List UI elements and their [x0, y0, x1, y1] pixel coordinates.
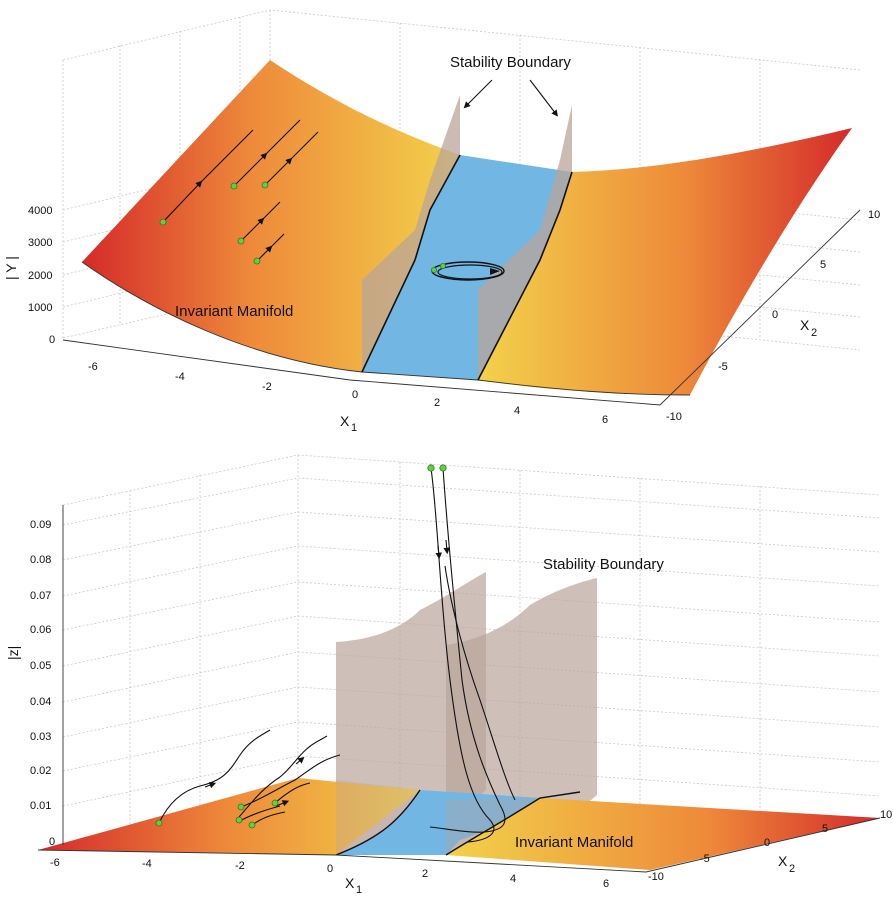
bottom-z-tick: 0.03	[30, 731, 51, 743]
top-boundary-wall-left	[362, 95, 460, 372]
top-panel: Stability Boundary Invariant Manifold 40…	[3, 9, 880, 434]
bottom-z-tick: 0.05	[30, 660, 51, 672]
top-x2-tick: 0	[772, 309, 778, 321]
top-x1-tick: -2	[262, 381, 272, 393]
bottom-x2-axis: 10 5 0 -5 -10 X 2	[648, 809, 892, 883]
top-x1-tick: 4	[514, 405, 520, 417]
bottom-boundary-wall-right	[446, 578, 597, 855]
top-annotation-arrow-right	[529, 79, 559, 117]
bottom-z-label: |z|	[5, 646, 21, 660]
bottom-x1-label: X	[345, 875, 355, 891]
top-z-tick: 4000	[28, 205, 52, 217]
bottom-panel: Stability Boundary Invariant Manifold 0.…	[5, 454, 892, 896]
top-z-tick: 2000	[28, 270, 52, 282]
bottom-x2-label: X	[778, 853, 788, 869]
bottom-x1-tick: -4	[142, 858, 152, 870]
bottom-x1-tick: -2	[235, 860, 245, 872]
top-z-label: | Y |	[3, 256, 19, 280]
top-x1-subscript: 1	[351, 422, 357, 434]
bottom-z-tick: 0.09	[30, 519, 51, 531]
top-z-tick: 3000	[28, 237, 52, 249]
bottom-x2-subscript: 2	[789, 863, 795, 875]
bottom-surface-right	[446, 798, 880, 870]
bottom-z-tick: 0.08	[30, 554, 51, 566]
top-x1-tick: -6	[88, 361, 98, 373]
bottom-trajectories	[155, 464, 516, 843]
top-x2-tick: 10	[868, 209, 880, 221]
top-trajectories	[159, 119, 319, 265]
top-z-tick: 0	[49, 334, 55, 346]
top-annotation: Stability Boundary	[450, 54, 571, 71]
top-stable-region	[362, 155, 572, 380]
bottom-z-tick: 0.07	[30, 590, 51, 602]
top-x2-label: X	[800, 317, 810, 333]
bottom-x2-tick: 10	[880, 809, 892, 821]
bottom-x1-tick: 0	[327, 863, 333, 875]
top-x1-label: X	[340, 413, 350, 429]
top-x2-axis: 10 5 0 -5 -10 X 2	[666, 209, 880, 423]
bottom-x2-tick: 5	[822, 823, 828, 835]
top-x1-tick: -4	[175, 371, 185, 383]
bottom-annotation: Stability Boundary	[543, 556, 664, 573]
bottom-surface-left	[38, 778, 420, 855]
bottom-x2-tick: -10	[648, 871, 664, 883]
bottom-x2-tick: -5	[700, 853, 710, 865]
bottom-z-tick: 0.01	[30, 800, 51, 812]
top-x1-tick: 0	[352, 389, 358, 401]
top-z-axis: 4000 3000 2000 1000 0 | Y |	[3, 205, 55, 346]
bottom-z-tick: 0.04	[30, 696, 51, 708]
bottom-x1-subscript: 1	[356, 884, 362, 896]
top-x1-tick: 2	[434, 397, 440, 409]
top-x2-subscript: 2	[811, 327, 817, 339]
bottom-z-tick: 0	[49, 836, 55, 848]
top-x1-axis: -6 -4 -2 0 2 4 6 X 1	[88, 361, 608, 434]
bottom-grid	[62, 454, 881, 845]
top-x2-tick: -5	[718, 361, 728, 373]
top-limit-cycle	[430, 261, 505, 281]
bottom-x1-tick: -6	[50, 857, 60, 869]
bottom-z-axis: 0.09 0.08 0.07 0.06 0.05 0.04 0.03 0.02 …	[5, 519, 55, 848]
bottom-x1-tick: 6	[603, 878, 609, 890]
top-manifold-label: Invariant Manifold	[175, 303, 293, 320]
top-boundary-wall-right	[478, 105, 572, 380]
top-x2-tick: 5	[820, 259, 826, 271]
bottom-z-tick: 0.06	[30, 624, 51, 636]
bottom-z-tick: 0.02	[30, 765, 51, 777]
top-x2-tick: -10	[666, 411, 682, 423]
top-z-tick: 1000	[28, 302, 52, 314]
bottom-x1-tick: 4	[510, 873, 516, 885]
bottom-x1-axis: -6 -4 -2 0 2 4 6 X 1	[50, 857, 609, 896]
bottom-stable-region	[336, 790, 540, 855]
top-annotation-arrow-left	[463, 79, 493, 109]
bottom-x1-tick: 2	[422, 868, 428, 880]
top-x1-tick: 6	[602, 414, 608, 426]
bottom-manifold-label: Invariant Manifold	[515, 834, 633, 851]
top-surface-right	[478, 128, 852, 395]
bottom-x2-tick: 0	[764, 837, 770, 849]
